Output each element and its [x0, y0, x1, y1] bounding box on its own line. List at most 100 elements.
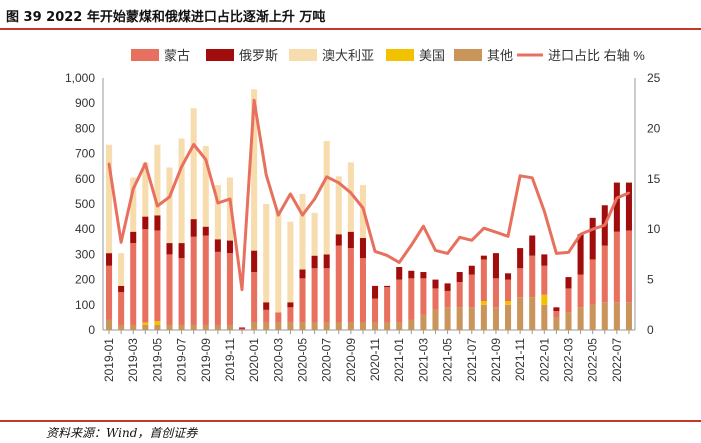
- share-point: [132, 187, 135, 191]
- share-point: [434, 249, 437, 252]
- share-point: [349, 191, 353, 195]
- y2-tick-label: 25: [647, 71, 661, 85]
- bar-segment: [154, 230, 161, 322]
- bar-segment: [480, 304, 487, 330]
- x-tick-label: 2020-05: [296, 338, 310, 382]
- bar-segment: [529, 255, 536, 298]
- share-point: [192, 143, 195, 146]
- import-stacked-bar-chart: 蒙古 俄罗斯 澳大利亚 美国 其他 进口占比 右轴 % 01002003004005006…: [65, 48, 661, 382]
- y-tick-label: 800: [75, 121, 95, 135]
- bar-segment: [347, 322, 354, 330]
- share-point: [373, 250, 377, 253]
- share-point: [398, 261, 401, 264]
- bottom-rule: [0, 420, 701, 422]
- bar-segment: [468, 307, 475, 330]
- share-point: [422, 224, 425, 228]
- share-point: [506, 235, 510, 238]
- bar-segment: [589, 259, 596, 305]
- share-point: [107, 162, 111, 165]
- legend-label: 美国: [419, 48, 445, 63]
- bar-segment: [299, 193, 306, 270]
- share-point: [168, 195, 171, 199]
- top-rule: [0, 28, 701, 30]
- share-point: [277, 213, 280, 217]
- y-tick-label: 900: [75, 96, 95, 110]
- bar-segment: [166, 324, 173, 330]
- bar-segment: [468, 265, 475, 275]
- bar-segment: [214, 185, 221, 240]
- bar-segment: [311, 268, 318, 323]
- figure-title: 图 39 2022 年开始蒙煤和俄煤进口占比逐渐上升 万吨: [6, 10, 326, 25]
- y2-tick-label: 15: [647, 172, 661, 186]
- bar-segment: [166, 243, 173, 255]
- share-point: [156, 204, 159, 208]
- x-tick-label: 2022-03: [562, 338, 576, 382]
- bar-segment: [142, 322, 149, 325]
- share-point: [531, 176, 534, 179]
- x-tick-label: 2021-11: [513, 338, 527, 381]
- bar-segment: [214, 251, 221, 325]
- bar-segment: [335, 245, 342, 323]
- bar-segment: [275, 312, 282, 323]
- bar-segment: [492, 307, 499, 330]
- bar-segment: [444, 307, 451, 330]
- bar-segment: [263, 204, 270, 303]
- bar-segment: [323, 268, 330, 323]
- bar-segment: [214, 324, 221, 330]
- bar-segment: [142, 216, 149, 230]
- y-tick-label: 700: [75, 147, 95, 161]
- y-tick-label: 600: [75, 172, 95, 186]
- bar-segment: [275, 322, 282, 330]
- bar-segment: [432, 279, 439, 289]
- share-point: [385, 254, 389, 257]
- bar-segment: [589, 217, 596, 260]
- share-point: [144, 162, 147, 165]
- share-point: [482, 226, 486, 230]
- x-tick-label: 2022-05: [586, 338, 600, 382]
- bar-segment: [130, 231, 137, 244]
- bar-segment: [601, 245, 608, 303]
- bar-segment: [106, 144, 113, 254]
- x-tick-label: 2019-01: [102, 338, 116, 382]
- legend-swatch: [454, 49, 482, 61]
- share-point: [494, 231, 498, 234]
- bar-segment: [118, 292, 125, 325]
- bar-segment: [263, 322, 270, 330]
- x-tick-label: 2021-09: [489, 338, 503, 382]
- share-point: [518, 174, 522, 177]
- bar-segment: [625, 182, 632, 231]
- bar-segment: [372, 285, 379, 299]
- legend-label: 澳大利亚: [322, 48, 374, 63]
- x-tick-label: 2021-03: [416, 338, 430, 382]
- bar-segment: [432, 288, 439, 310]
- bar-segment: [601, 302, 608, 330]
- bar-segment: [106, 319, 113, 330]
- bar-segment: [396, 267, 403, 280]
- x-tick-label: 2020-01: [247, 338, 261, 382]
- bar-segment: [118, 324, 125, 330]
- y-tick-label: 500: [75, 197, 95, 211]
- bar-segment: [190, 236, 197, 325]
- bar-segment: [565, 277, 572, 289]
- bar-segment: [142, 324, 149, 330]
- bar-segment: [118, 253, 125, 286]
- bar-segment: [444, 283, 451, 291]
- bar-segment: [299, 269, 306, 279]
- share-point: [240, 288, 244, 291]
- share-point: [216, 201, 220, 205]
- x-tick-label: 2019-09: [199, 338, 213, 382]
- bar-segment: [154, 324, 161, 330]
- bar-segment: [565, 312, 572, 330]
- legend-swatch: [206, 49, 234, 61]
- source-note: 资料来源：Wind，首创证券: [46, 426, 198, 440]
- bar-segment: [323, 322, 330, 330]
- bar-segment: [359, 258, 366, 323]
- bar-segment: [251, 250, 258, 273]
- bar-segment: [529, 297, 536, 330]
- x-tick-label: 2022-01: [537, 338, 551, 382]
- bar-segment: [202, 324, 209, 330]
- x-tick-label: 2021-05: [441, 338, 455, 382]
- y-tick-label: 1,000: [65, 71, 95, 85]
- bar-segment: [299, 322, 306, 330]
- x-tick-label: 2022-07: [610, 338, 624, 382]
